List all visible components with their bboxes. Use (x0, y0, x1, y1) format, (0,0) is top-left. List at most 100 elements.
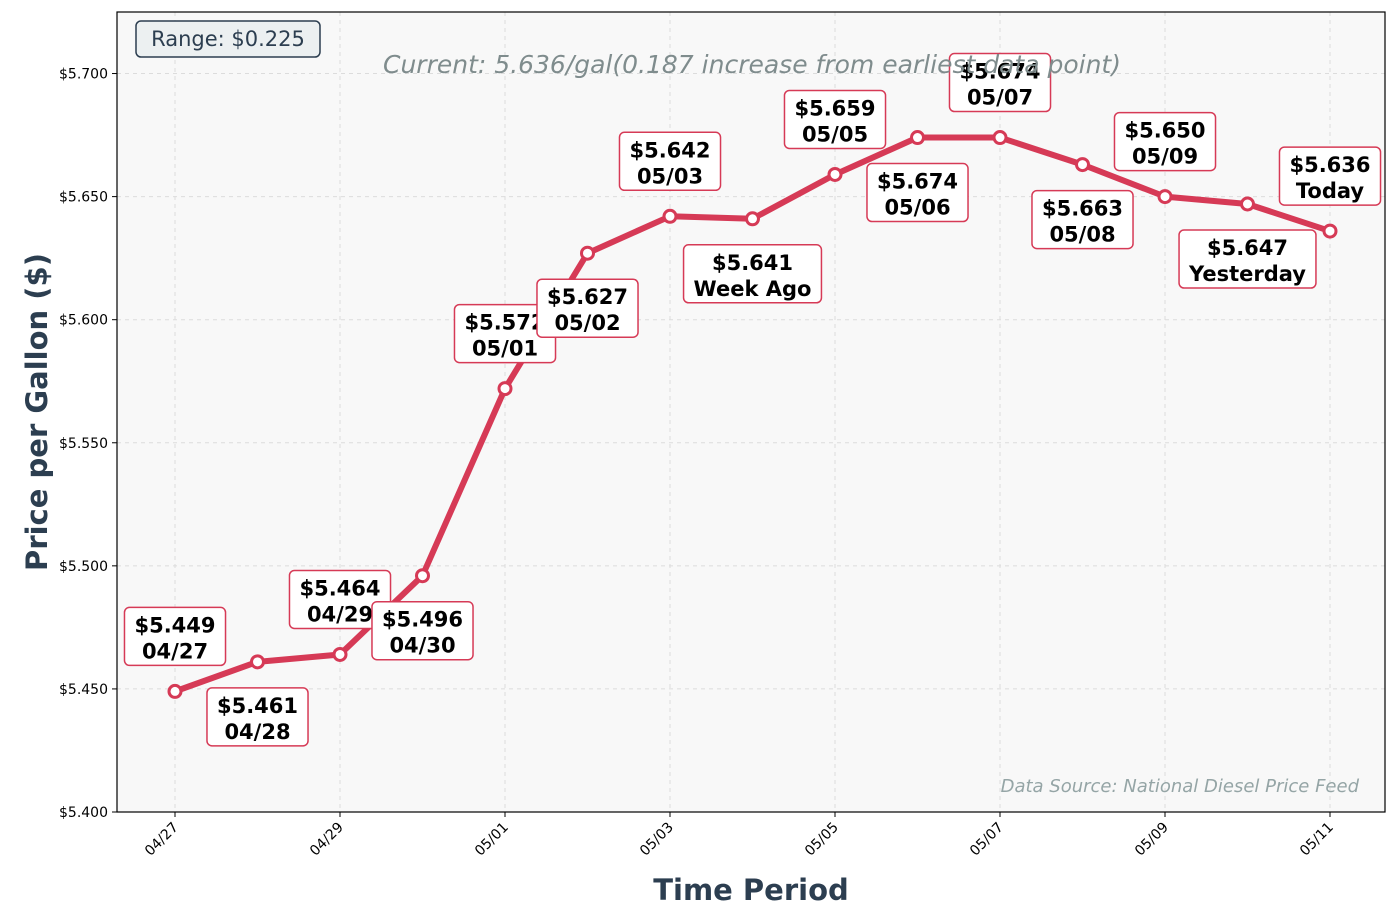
data-point (332, 646, 348, 662)
annotation-box (1113, 111, 1217, 172)
annotation-box (123, 606, 227, 667)
range-text: Range: $0.225 (151, 27, 305, 51)
annotation-label: Week Ago (694, 277, 812, 301)
annotation-price: $5.647 (1207, 236, 1288, 260)
annotation-price: $5.627 (547, 285, 628, 309)
annotation-box (1278, 146, 1382, 206)
data-point (580, 245, 595, 261)
annotation-price: $5.650 (1124, 119, 1205, 143)
data-points (167, 130, 1338, 699)
y-tick-label: $5.450 (59, 682, 108, 698)
y-tick-label: $5.550 (59, 436, 108, 452)
data-point (497, 381, 513, 397)
annotation-box (618, 131, 722, 192)
annotation-price: $5.659 (794, 96, 875, 120)
annotation-label: 04/29 (307, 602, 373, 626)
annotation-price: $5.449 (134, 613, 215, 637)
data-source-note: Data Source: National Diesel Price Feed (1001, 776, 1360, 797)
annotation-box (682, 244, 823, 304)
annotation-label: 05/02 (554, 311, 620, 335)
y-axis-ticks: $5.400 $5.450 $5.500 $5.550 $5.600 $5.650 $5.7… (59, 67, 117, 821)
y-axis-label: Price per Gallon ($) (20, 253, 54, 571)
y-tick-label: $5.700 (59, 67, 108, 83)
annotation-box (206, 687, 309, 747)
annotation-label: 04/30 (389, 634, 455, 658)
x-tick-label: 05/11 (1297, 820, 1337, 860)
data-point (1157, 189, 1173, 205)
x-tick-label: 05/03 (637, 820, 677, 860)
data-point (910, 130, 925, 146)
annotation-box (371, 600, 474, 661)
y-tick-label: $5.650 (59, 190, 108, 206)
annotation-label: Yesterday (1188, 262, 1306, 286)
annotation-price: $5.461 (217, 694, 298, 718)
annotation-label: 04/28 (224, 720, 290, 744)
annotation-price: $5.663 (1042, 197, 1123, 221)
annotation-label: Today (1296, 179, 1365, 203)
annotation-box (948, 52, 1052, 113)
annotation-box (536, 278, 639, 338)
data-point (250, 654, 265, 670)
data-point (167, 683, 183, 699)
y-tick-label: $5.400 (59, 805, 108, 821)
x-tick-label: 05/05 (802, 820, 842, 860)
annotation-label: 05/01 (472, 337, 538, 361)
data-point (1322, 223, 1338, 239)
annotation-price: $5.641 (712, 251, 793, 275)
annotation-price: $5.636 (1289, 153, 1370, 177)
data-point (1240, 196, 1255, 212)
annotation-box (866, 162, 969, 223)
chart-subtitle: Current: 5.636/gal(0.187 increase from e… (383, 50, 1121, 79)
annotation-price: $5.496 (382, 608, 463, 632)
annotation-price: $5.642 (629, 138, 710, 162)
x-tick-label: 04/27 (142, 820, 182, 860)
annotation-box (783, 89, 887, 150)
x-tick-label: 04/29 (307, 820, 347, 860)
x-axis-ticks: 04/27 04/29 05/01 05/03 05/05 05/07 05/09 05/11 (142, 812, 1337, 859)
annotation-box (1031, 189, 1134, 250)
annotation-box (288, 569, 392, 630)
annotation-label: 05/07 (967, 86, 1033, 110)
x-tick-label: 05/07 (967, 820, 1007, 860)
data-point (415, 568, 430, 584)
data-point (827, 166, 843, 182)
data-point (745, 211, 760, 227)
plot-frame (116, 11, 1386, 813)
data-point (662, 208, 678, 224)
annotation-price: $5.674 (877, 170, 958, 194)
annotation-label: 05/05 (802, 122, 868, 146)
y-tick-label: $5.600 (59, 313, 108, 329)
grid-lines (117, 12, 1385, 813)
annotation-price: $5.464 (299, 576, 380, 600)
annotation-label: 05/08 (1049, 223, 1115, 247)
x-axis-label: Time Period (653, 873, 849, 907)
x-tick-label: 05/01 (472, 820, 512, 860)
annotation-label: 05/06 (884, 196, 950, 220)
range-box: Range: $0.225 (135, 20, 321, 58)
annotation-box (1178, 229, 1317, 289)
annotation-label: 04/27 (142, 639, 208, 663)
data-point (992, 130, 1008, 146)
annotation-label: 05/09 (1132, 145, 1198, 169)
annotation-price: $5.674 (959, 60, 1040, 84)
data-point (1075, 157, 1090, 173)
x-tick-label: 05/09 (1132, 820, 1172, 860)
y-tick-label: $5.500 (59, 559, 108, 575)
